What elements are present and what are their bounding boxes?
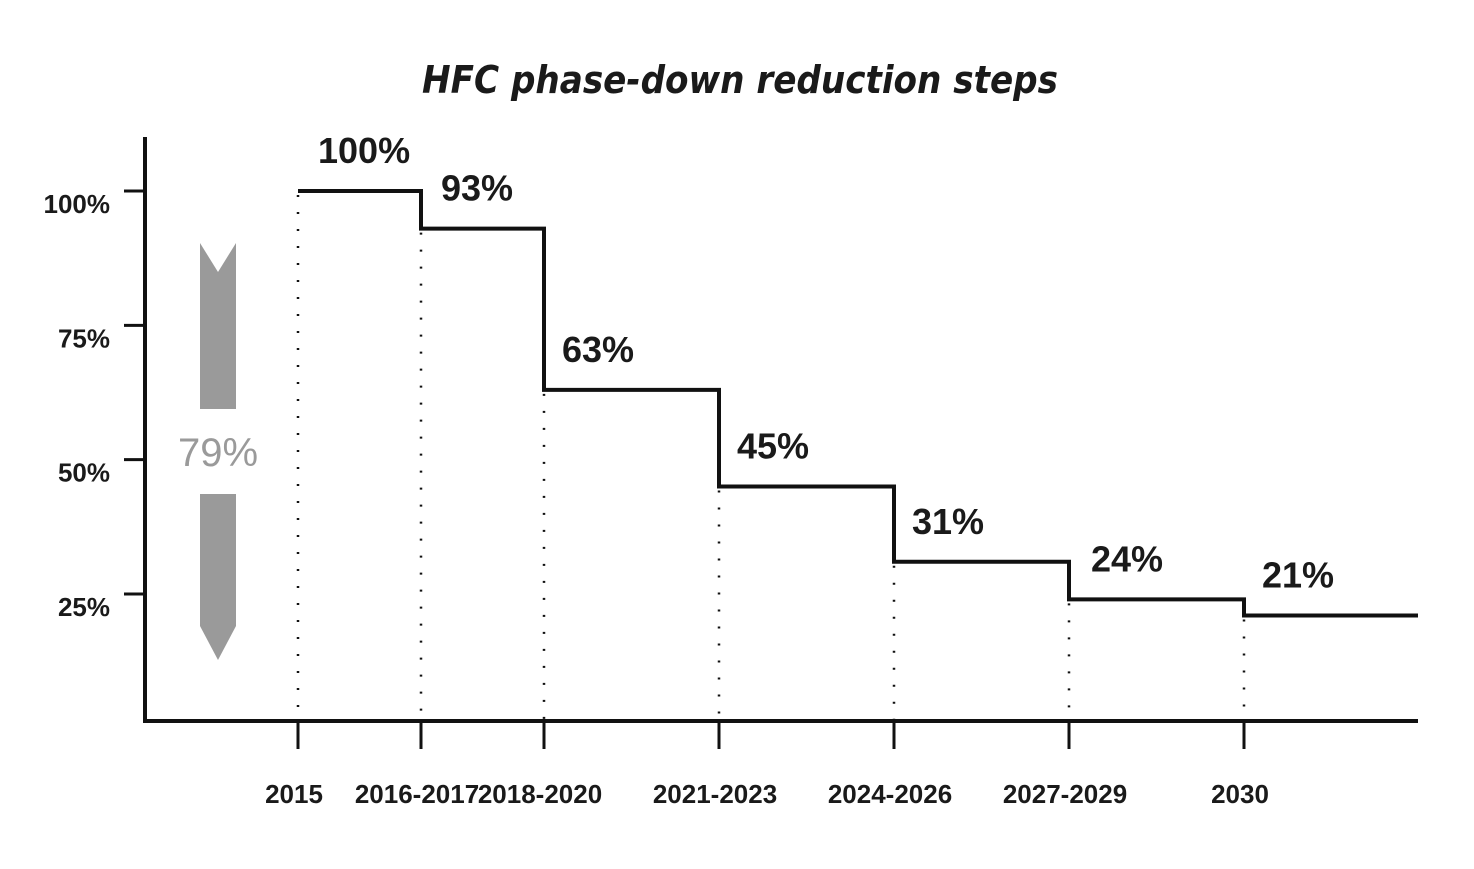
step-value-label: 45%: [737, 426, 809, 467]
y-tick-label: 75%: [58, 323, 110, 353]
y-tick-label: 100%: [44, 189, 111, 219]
x-tick-label: 2021-2023: [653, 779, 777, 809]
chart-title: HFC phase-down reduction steps: [422, 58, 1058, 102]
y-tick-label: 50%: [58, 458, 110, 488]
x-tick-label: 2030: [1211, 779, 1269, 809]
y-tick-labels: 100% 75% 50% 25%: [44, 189, 145, 622]
x-tick-label: 2015: [265, 779, 323, 809]
step-value-label: 93%: [441, 168, 513, 209]
reduction-arrow-label: 79%: [178, 431, 258, 475]
axes: [143, 137, 1418, 723]
x-tick-label: 2016-2017: [355, 779, 479, 809]
arrow-bottom-shape: [200, 494, 236, 660]
step-value-label: 100%: [318, 130, 410, 171]
x-tick-label: 2027-2029: [1003, 779, 1127, 809]
x-tick-label: 2024-2026: [828, 779, 952, 809]
step-series-line: [298, 189, 1418, 618]
arrow-top-shape: [200, 243, 236, 409]
step-value-label: 63%: [562, 329, 634, 370]
step-value-label: 31%: [912, 501, 984, 542]
step-value-label: 24%: [1091, 538, 1163, 579]
y-tick-label: 25%: [58, 592, 110, 622]
reduction-arrow: 79%: [178, 243, 258, 660]
x-tick-label: 2018-2020: [478, 779, 602, 809]
step-value-label: 21%: [1262, 554, 1334, 595]
step-value-labels: 100% 93% 63% 45% 31% 24% 21%: [318, 130, 1334, 595]
